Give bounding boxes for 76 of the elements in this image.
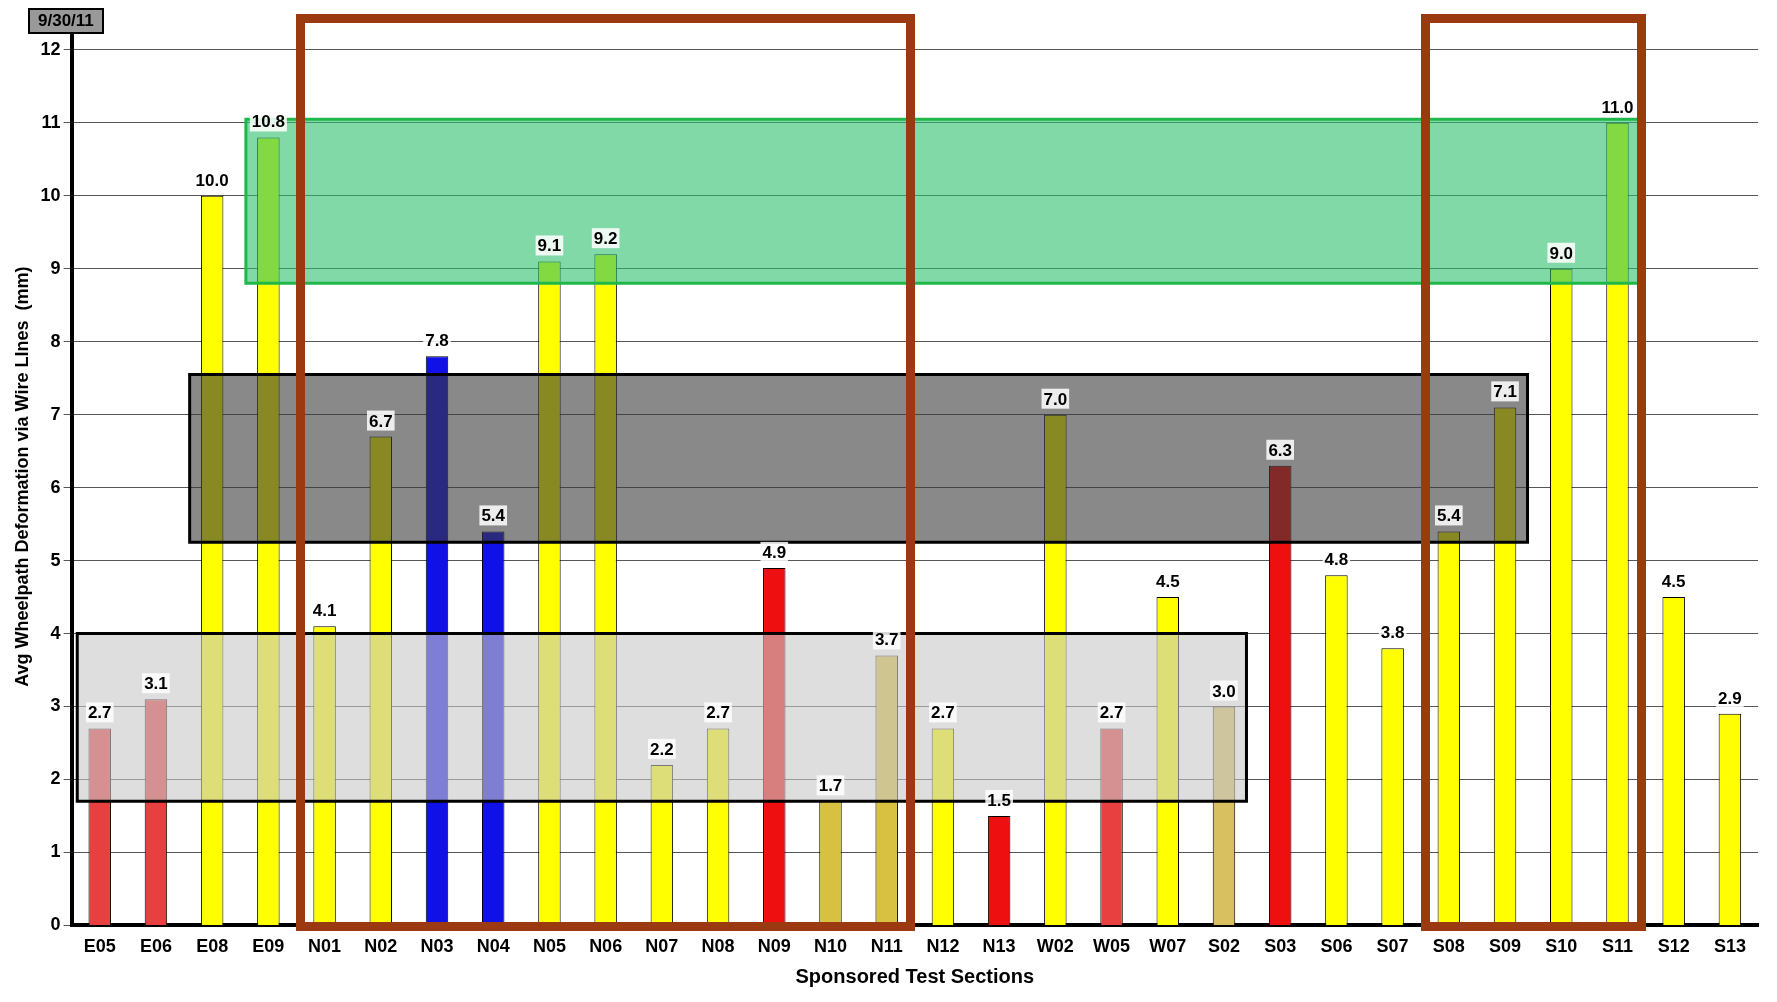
- x-tick-label: S09: [1489, 936, 1522, 957]
- data-label: 9.0: [1549, 243, 1574, 263]
- x-tick-label: E06: [139, 936, 172, 957]
- data-label: 2.7: [931, 703, 955, 723]
- data-label: 2.7: [1099, 703, 1124, 723]
- x-tick-label: N09: [757, 936, 791, 957]
- x-tick-label: E05: [83, 936, 116, 957]
- data-label: 2.7: [706, 703, 730, 723]
- x-tick-label: S10: [1545, 936, 1578, 957]
- x-tick-label: E09: [252, 936, 285, 957]
- y-tick-label: 4: [50, 622, 61, 643]
- y-tick-label: 2: [50, 768, 61, 789]
- x-tick-label: N10: [813, 936, 848, 957]
- data-label: 1.5: [987, 790, 1011, 810]
- data-label: 4.5: [1155, 572, 1180, 592]
- data-label: 4.1: [312, 601, 337, 621]
- y-tick-label: 7: [50, 403, 61, 424]
- x-tick-label: N01: [308, 936, 342, 957]
- data-label: 3.0: [1212, 681, 1236, 701]
- y-tick-label: 6: [50, 476, 61, 497]
- x-tick-label: S02: [1207, 936, 1240, 957]
- data-label: 1.7: [818, 776, 843, 796]
- data-label: 2.2: [650, 739, 674, 759]
- data-label: 10.8: [251, 112, 285, 132]
- data-label: 3.1: [144, 674, 168, 694]
- x-tick-label: N07: [645, 936, 679, 957]
- x-tick-label: E08: [196, 936, 229, 957]
- x-tick-label: S12: [1657, 936, 1690, 957]
- data-label: 4.9: [762, 542, 787, 562]
- x-tick-label: N02: [364, 936, 398, 957]
- data-label: 6.3: [1268, 440, 1293, 460]
- data-label: 7.1: [1493, 382, 1517, 402]
- x-tick-label: W05: [1093, 936, 1131, 957]
- x-tick-label: N13: [982, 936, 1016, 957]
- data-label: 2.9: [1718, 688, 1742, 708]
- data-label: 7.8: [425, 331, 449, 351]
- x-tick-label: S13: [1713, 936, 1746, 957]
- data-label: 3.7: [874, 630, 899, 650]
- data-label: 5.4: [1437, 506, 1462, 526]
- data-label: 10.0: [195, 170, 229, 190]
- x-axis-title: Sponsored Test Sections: [795, 964, 1035, 987]
- x-tick-label: N11: [870, 936, 903, 957]
- data-label: 4.5: [1661, 572, 1686, 592]
- y-axis-title: Avg Wheelpath Deformation via Wire LInes (mm): [11, 266, 32, 687]
- x-tick-label: N08: [701, 936, 735, 957]
- data-label: 9.1: [537, 236, 562, 256]
- data-label: 3.8: [1380, 623, 1405, 643]
- y-tick-label: 10: [40, 184, 61, 205]
- x-tick-label: S03: [1264, 936, 1297, 957]
- x-tick-label: N04: [476, 936, 510, 957]
- x-tick-label: N12: [926, 936, 960, 957]
- x-tick-label: N05: [532, 936, 566, 957]
- data-label: 7.0: [1043, 389, 1068, 409]
- x-tick-label: S07: [1376, 936, 1409, 957]
- y-tick-label: 11: [41, 111, 61, 132]
- data-label: 11.0: [1601, 97, 1634, 117]
- data-label: 6.7: [368, 411, 393, 431]
- x-tick-label: W02: [1036, 936, 1074, 957]
- data-label: 9.2: [593, 229, 618, 249]
- x-tick-label: N03: [420, 936, 454, 957]
- data-label: 5.4: [481, 506, 506, 526]
- data-label: 2.7: [87, 703, 112, 723]
- x-tick-label: N06: [589, 936, 623, 957]
- x-tick-label: S08: [1432, 936, 1465, 957]
- y-tick-label: 1: [50, 841, 61, 862]
- y-tick-label: 12: [40, 38, 61, 59]
- annotation: 9/30/11: [28, 8, 104, 34]
- x-tick-label: S06: [1320, 936, 1353, 957]
- y-tick-label: 0: [50, 914, 61, 935]
- x-tick-label: S11: [1601, 936, 1633, 957]
- y-tick-label: 5: [50, 549, 61, 570]
- x-tick-label: W07: [1149, 936, 1187, 957]
- y-tick-label: 3: [50, 695, 61, 716]
- y-tick-label: 9: [50, 257, 61, 278]
- data-label: 4.8: [1324, 550, 1349, 570]
- y-tick-label: 8: [50, 330, 61, 351]
